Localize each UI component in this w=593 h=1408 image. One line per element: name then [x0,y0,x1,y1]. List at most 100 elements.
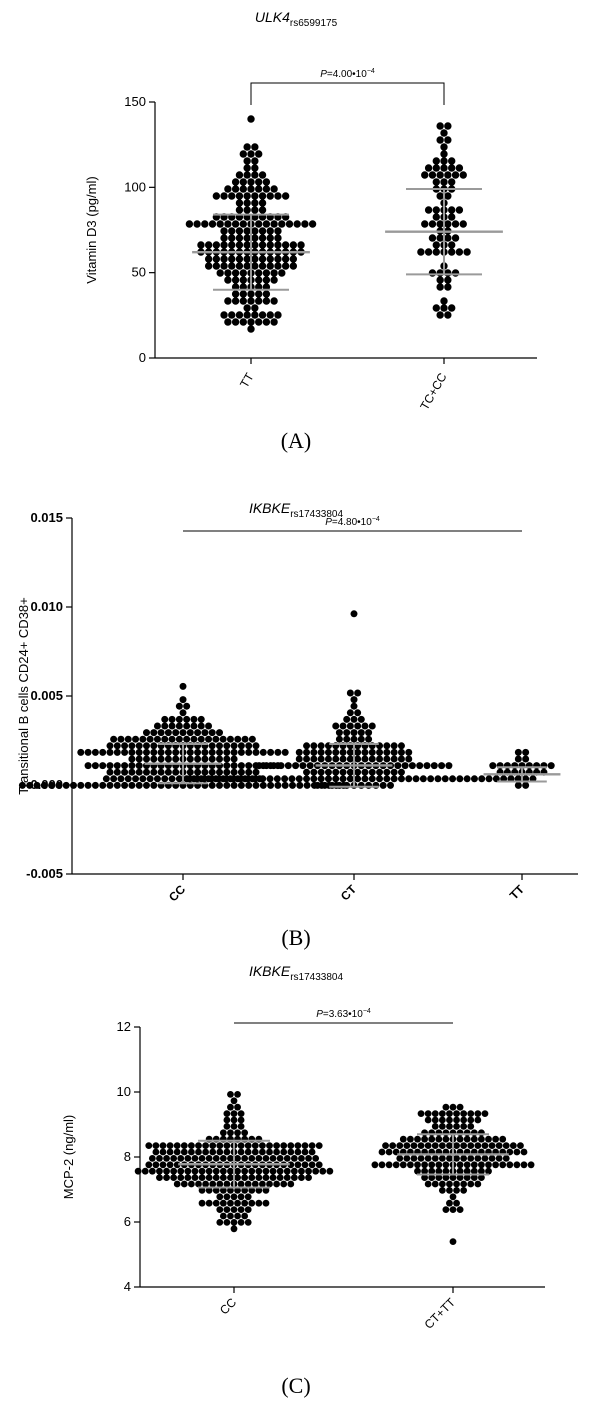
data-point [408,762,416,770]
data-point [255,762,263,770]
data-point [255,269,263,277]
data-point [287,1142,295,1149]
data-point [235,241,244,249]
data-point [179,729,187,737]
data-point [467,1123,475,1130]
data-point [134,1167,142,1175]
data-point [216,220,224,228]
data-point [239,318,247,326]
data-point [453,1155,460,1162]
data-point [431,1142,439,1149]
data-point [383,768,391,776]
data-point [70,781,77,789]
data-point [467,1142,475,1149]
data-point [399,1161,407,1169]
data-point [135,748,143,756]
significance-bracket [250,82,445,105]
data-point [444,276,452,284]
data-point [208,729,216,737]
data-point [266,262,274,270]
data-point [198,1174,206,1181]
data-point [478,775,486,783]
data-point [346,768,354,776]
data-point [305,1155,312,1162]
data-point [383,748,391,756]
data-point [310,768,318,776]
data-point [235,199,244,207]
data-point [170,1174,178,1181]
data-point [399,1135,407,1143]
data-point [289,241,298,249]
data-point [212,255,221,263]
data-point [251,255,259,263]
data-point [55,781,63,789]
data-point [168,715,176,723]
data-point [414,1135,421,1143]
data-point [230,1206,238,1213]
data-point [258,262,267,270]
data-point [474,1116,482,1124]
data-point [243,234,251,242]
data-point [223,1180,231,1188]
data-point [227,1167,234,1175]
data-point [248,1187,256,1194]
data-point [428,220,437,228]
data-point [303,768,311,776]
data-point [274,311,282,319]
category-label: CT [338,882,360,904]
data-point [460,1123,468,1130]
data-point [184,1155,192,1162]
data-point [161,722,169,730]
data-point [405,748,413,756]
data-point [121,768,129,776]
data-point [438,1123,446,1130]
data-point [190,735,198,743]
data-point [417,1155,425,1162]
data-point [434,775,442,783]
data-point [216,755,223,763]
data-point [460,1155,468,1162]
data-point [303,748,311,756]
data-point [201,748,209,756]
data-point [237,768,245,776]
data-point [227,1103,234,1111]
data-point [383,755,391,763]
data-point [435,1161,443,1169]
data-point [161,775,169,783]
data-point [141,1167,149,1175]
data-point [332,755,340,763]
data-point [303,755,311,763]
data-point [172,755,180,763]
data-point [368,748,376,756]
data-point [193,775,201,783]
data-point [324,768,332,776]
data-point [113,762,121,770]
data-point [346,748,354,756]
data-point [453,1110,460,1117]
data-point [456,1103,464,1111]
data-point [212,241,221,249]
data-point [276,1167,284,1175]
data-point [208,742,216,750]
data-point [235,311,244,319]
data-point [485,1161,492,1169]
data-point [269,1167,277,1175]
data-point [128,768,136,776]
data-point [244,1193,252,1201]
data-point [241,1155,249,1162]
data-point [227,1129,234,1137]
data-point [440,150,448,158]
data-point [164,768,172,776]
data-point [354,775,362,783]
data-point [317,748,325,756]
data-point [463,775,471,783]
data-point [241,1174,249,1181]
data-point [106,768,114,776]
data-point [442,1135,450,1143]
data-point [266,192,274,200]
data-point [310,748,318,756]
data-point [239,269,247,277]
data-point [198,1187,206,1194]
data-point [227,1155,234,1162]
data-point [470,1167,478,1175]
